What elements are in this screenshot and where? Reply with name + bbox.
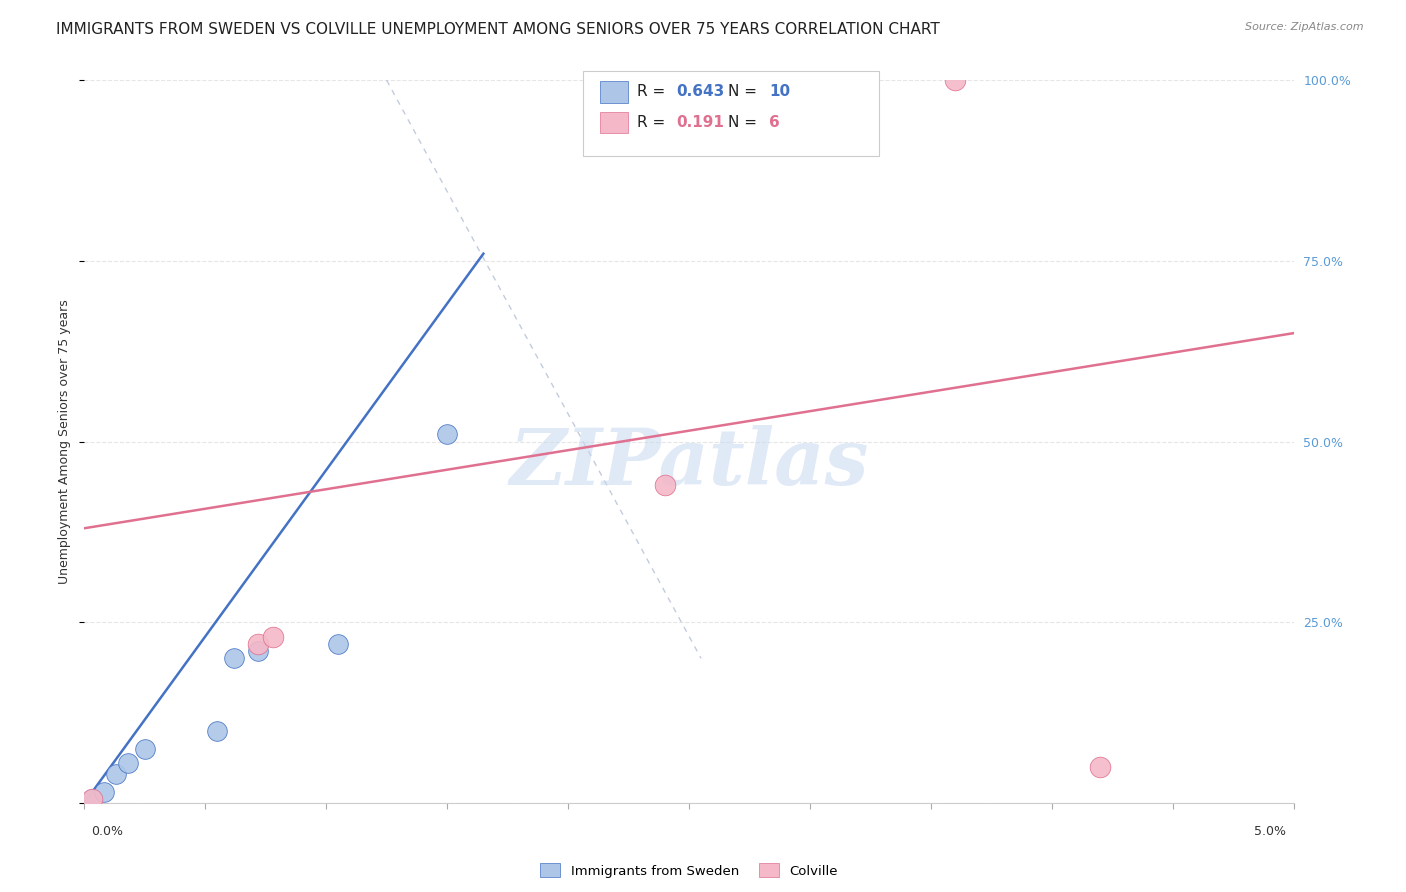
Point (104, 767, 127, 781)
Text: N =: N = (728, 115, 762, 129)
Point (262, 630, 284, 644)
Point (207, 723, 229, 738)
Point (117, 756, 139, 770)
Point (247, 644, 270, 658)
Text: R =: R = (637, 85, 671, 99)
Point (93, 785, 115, 799)
Y-axis label: Unemployment Among Seniors over 75 years: Unemployment Among Seniors over 75 years (58, 299, 72, 584)
Text: 0.191: 0.191 (676, 115, 724, 129)
Text: Source: ZipAtlas.com: Source: ZipAtlas.com (1246, 22, 1364, 32)
Point (943, 73, 966, 87)
Text: 6: 6 (769, 115, 780, 129)
Point (654, 478, 676, 492)
Text: 0.0%: 0.0% (91, 825, 124, 838)
Point (1088, 760, 1111, 774)
Text: 5.0%: 5.0% (1254, 825, 1286, 838)
Point (224, 651, 246, 665)
Legend: Immigrants from Sweden, Colville: Immigrants from Sweden, Colville (536, 858, 842, 883)
Point (80, 792, 103, 806)
Text: 10: 10 (769, 85, 790, 99)
Point (80, 792, 103, 806)
Text: ZIPatlas: ZIPatlas (509, 425, 869, 501)
Text: 0.643: 0.643 (676, 85, 724, 99)
Text: IMMIGRANTS FROM SWEDEN VS COLVILLE UNEMPLOYMENT AMONG SENIORS OVER 75 YEARS CORR: IMMIGRANTS FROM SWEDEN VS COLVILLE UNEMP… (56, 22, 941, 37)
Point (678, 73, 700, 87)
Point (134, 741, 156, 756)
Point (328, 637, 350, 651)
Point (247, 637, 270, 651)
Text: R =: R = (637, 115, 671, 129)
Text: N =: N = (728, 85, 762, 99)
Point (436, 427, 458, 442)
